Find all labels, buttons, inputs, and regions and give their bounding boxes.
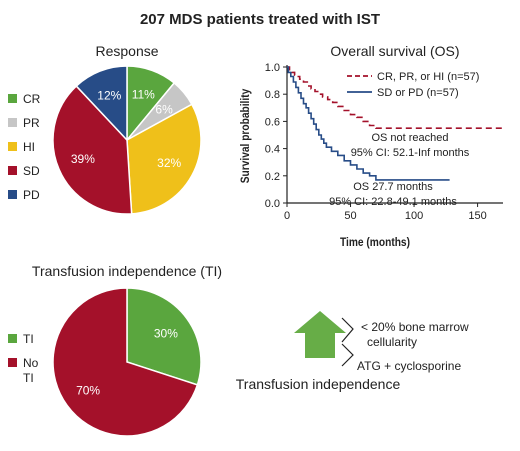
os-xtick-label: 150 (468, 210, 486, 222)
response-slice-hi (126, 103, 202, 215)
response-slice-sd (52, 84, 133, 215)
response-pie: 11%6% 32% 39% 12% (52, 65, 202, 215)
factor-atg: ATG + cyclosporine (357, 359, 461, 373)
ti-legend-label-no-ti-1: TI (23, 371, 34, 385)
ti-title: Transfusion independence (TI) (32, 263, 222, 279)
response-legend-label-pr: PR (23, 116, 40, 130)
response-legend-swatch-pr (8, 118, 17, 127)
os-line-nonresponders (287, 66, 450, 181)
up-arrow-icon (294, 311, 346, 358)
factors-panel: < 20% bone marrow cellularity ATG + cycl… (236, 311, 469, 392)
os-annotation-responders-ci: 95% CI: 52.1-Inf months (351, 147, 470, 159)
os-annotation-nonresponders-median: OS 27.7 months (353, 181, 433, 193)
os-xlabel: Time (months) (340, 236, 410, 249)
upper-factor-connector (341, 317, 354, 343)
os-annotation-responders-median: OS not reached (371, 132, 448, 144)
response-slice-label-hi: 32% (157, 156, 181, 170)
os-series (287, 66, 503, 181)
response-legend-swatch-sd (8, 166, 17, 175)
os-legend-label-responders: CR, PR, or HI (n=57) (377, 71, 479, 83)
os-ytick-label: 1.0 (265, 62, 280, 74)
ti-legend-label-no-ti-0: No (23, 356, 39, 370)
response-legend-swatch-pd (8, 190, 17, 199)
figure-title: 207 MDS patients treated with IST (140, 11, 380, 28)
os-ytick-label: 0.0 (265, 198, 280, 210)
response-slice-pd (75, 65, 128, 142)
os-xtick-label: 100 (405, 210, 423, 222)
response-chart: Response 11%6% 32% 39% 12% CR PR HI SD PD (8, 43, 202, 215)
ti-slice-label-no-ti: 70% (76, 383, 100, 397)
os-axes: 0.0 0.2 0.4 0.6 0.8 1.0 0 50 100 150 (265, 62, 503, 222)
os-chart: Overall survival (OS) 0.0 0.2 0.4 0.6 0.8 1.0… (239, 43, 503, 249)
os-title: Overall survival (OS) (330, 43, 459, 59)
response-slice-label-cr: 11% (132, 88, 155, 102)
os-annotations: OS not reached 95% CI: 52.1-Inf months O… (329, 132, 470, 208)
response-slice-label-pd: 12% (97, 88, 121, 102)
factors-caption: Transfusion independence (236, 376, 401, 392)
ti-slice-no-ti (52, 287, 199, 437)
os-ylabel: Survival probability (239, 88, 252, 183)
factor-marrow-line2: cellularity (367, 335, 417, 349)
factor-marrow-line1: < 20% bone marrow (361, 320, 469, 334)
response-slice-label-pr: 6% (155, 102, 173, 116)
lower-factor-connector (341, 343, 354, 367)
os-legend-label-nonresponders: SD or PD (n=57) (377, 87, 459, 99)
response-legend: CR PR HI SD PD (8, 92, 41, 202)
ti-legend-label-ti: TI (23, 332, 34, 346)
response-legend-swatch-hi (8, 142, 17, 151)
response-legend-label-cr: CR (23, 92, 41, 106)
os-line-responders (287, 66, 503, 129)
ti-slice-label-ti: 30% (154, 327, 178, 341)
ti-legend-swatch-ti (8, 334, 17, 343)
os-legend: CR, PR, or HI (n=57) SD or PD (n=57) (347, 71, 479, 99)
os-xtick-label: 50 (344, 210, 356, 222)
response-slice-label-sd: 39% (71, 152, 95, 166)
os-ytick-label: 0.8 (265, 89, 280, 101)
os-xtick-label: 0 (284, 210, 290, 222)
ti-pie: 30% 70% (52, 287, 202, 437)
ti-slice-ti (126, 287, 202, 386)
response-title: Response (95, 43, 158, 59)
os-ytick-label: 0.4 (265, 144, 280, 156)
os-annotation-nonresponders-ci: 95% CI: 22.8-49.1 months (329, 196, 457, 208)
os-ytick-label: 0.6 (265, 116, 280, 128)
ti-chart: Transfusion independence (TI) 30%70% TIN… (8, 263, 222, 437)
response-legend-label-sd: SD (23, 164, 40, 178)
response-legend-label-pd: PD (23, 188, 40, 202)
ti-legend-swatch-no-ti (8, 358, 17, 367)
os-ytick-label: 0.2 (265, 171, 280, 183)
response-legend-swatch-cr (8, 94, 17, 103)
response-legend-label-hi: HI (23, 140, 35, 154)
